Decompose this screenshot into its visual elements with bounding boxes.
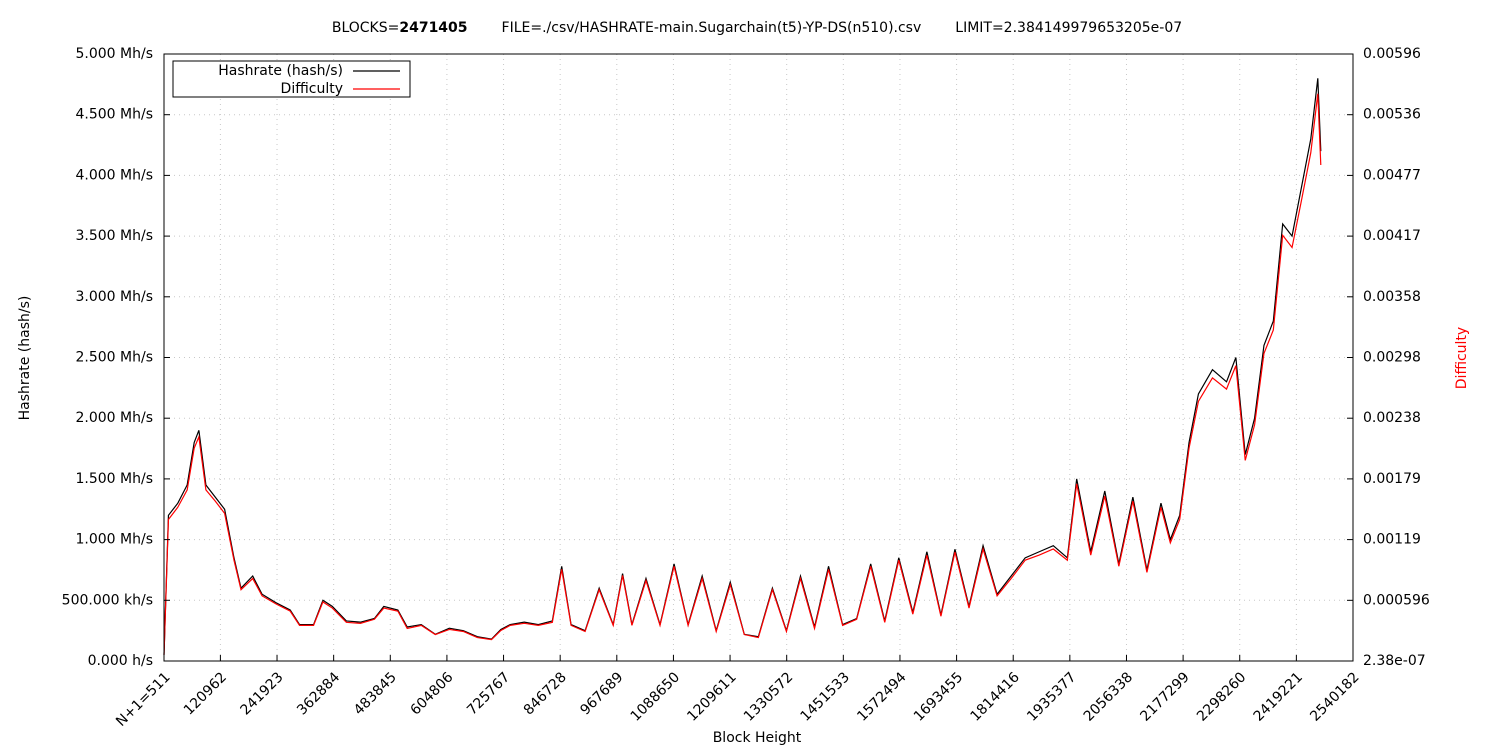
x-tick-label: 362884 bbox=[294, 669, 343, 718]
data-line bbox=[163, 93, 1322, 655]
x-tick-label: 1693455 bbox=[911, 669, 966, 724]
title-limit: LIMIT=2.384149979653205e-07 bbox=[955, 20, 1182, 36]
x-tick-label: 2298260 bbox=[1194, 669, 1249, 724]
x-tick-label: 725767 bbox=[464, 669, 513, 718]
y2-tick-label: 0.00119 bbox=[1363, 532, 1421, 548]
chart-title: BLOCKS=2471405 FILE=./csv/HASHRATE-main.S… bbox=[332, 20, 1182, 36]
legend-box bbox=[172, 60, 411, 98]
y-tick-label: 1.000 Mh/s bbox=[76, 532, 154, 548]
x-tick-label: 1572494 bbox=[854, 669, 909, 724]
x-tick-label: 2056338 bbox=[1081, 669, 1136, 724]
x-tick-label: 604806 bbox=[407, 669, 456, 718]
y2-tick-label: 0.00417 bbox=[1363, 228, 1421, 244]
y-tick-label: 4.500 Mh/s bbox=[76, 107, 154, 123]
y2-tick-label: 0.000596 bbox=[1363, 592, 1430, 608]
y2-tick-label: 2.38e-07 bbox=[1363, 653, 1426, 669]
x-tick-label: 1935377 bbox=[1024, 669, 1079, 724]
y-tick-label: 2.000 Mh/s bbox=[76, 410, 154, 426]
y-tick-label: 5.000 Mh/s bbox=[76, 46, 154, 62]
y2-tick-label: 0.00477 bbox=[1363, 167, 1421, 183]
x-tick-label: 1209611 bbox=[684, 669, 739, 724]
legend-label: Hashrate (hash/s) bbox=[218, 63, 343, 79]
x-tick-label: 1451533 bbox=[798, 669, 853, 724]
x-tick-label: 967689 bbox=[577, 669, 626, 718]
y-tick-label: 1.500 Mh/s bbox=[76, 471, 154, 487]
x-tick-label: 120962 bbox=[181, 669, 230, 718]
legend: Hashrate (hash/s) Difficulty bbox=[172, 60, 411, 98]
y2-tick-label: 0.00536 bbox=[1363, 107, 1421, 123]
y-tick-label: 3.000 Mh/s bbox=[76, 289, 154, 305]
x-axis-label: Block Height bbox=[713, 730, 802, 746]
x-tick-label: 846728 bbox=[521, 669, 570, 718]
y2-tick-label: 0.00298 bbox=[1363, 350, 1421, 366]
x-tick-label: 1814416 bbox=[967, 669, 1022, 724]
plot-lines bbox=[163, 78, 1322, 655]
x-tick-label: N+1=511 bbox=[113, 669, 174, 730]
y-axis-label: Hashrate (hash/s) bbox=[17, 296, 33, 421]
title-blocks: 2471405 bbox=[399, 20, 467, 36]
y-tick-label: 4.000 Mh/s bbox=[76, 167, 154, 183]
x-tick-label: 241923 bbox=[238, 669, 287, 718]
y-tick-label: 500.000 kh/s bbox=[62, 592, 153, 608]
x-tick-label: 2540182 bbox=[1307, 669, 1362, 724]
x-tick-label: 1088650 bbox=[628, 669, 683, 724]
grid bbox=[163, 53, 1354, 662]
x-tick-label: 2419221 bbox=[1251, 669, 1306, 724]
x-tick-label: 483845 bbox=[351, 669, 400, 718]
y2-tick-label: 0.00358 bbox=[1363, 289, 1421, 305]
title-file: FILE=./csv/HASHRATE-main.Sugarchain(t5)-… bbox=[502, 20, 922, 36]
y2-tick-label: 0.00596 bbox=[1363, 46, 1421, 62]
y2-tick-label: 0.00238 bbox=[1363, 410, 1421, 426]
y-tick-label: 0.000 h/s bbox=[88, 653, 153, 669]
y2-axis-label: Difficulty bbox=[1454, 327, 1470, 389]
y-tick-label: 2.500 Mh/s bbox=[76, 350, 154, 366]
legend-label: Difficulty bbox=[281, 81, 343, 97]
y2-tick-label: 0.00179 bbox=[1363, 471, 1421, 487]
y-tick-label: 3.500 Mh/s bbox=[76, 228, 154, 244]
x-tick-label: 2177299 bbox=[1137, 669, 1192, 724]
title-blocks-prefix: BLOCKS= bbox=[332, 20, 400, 36]
x-tick-label: 1330572 bbox=[741, 669, 796, 724]
